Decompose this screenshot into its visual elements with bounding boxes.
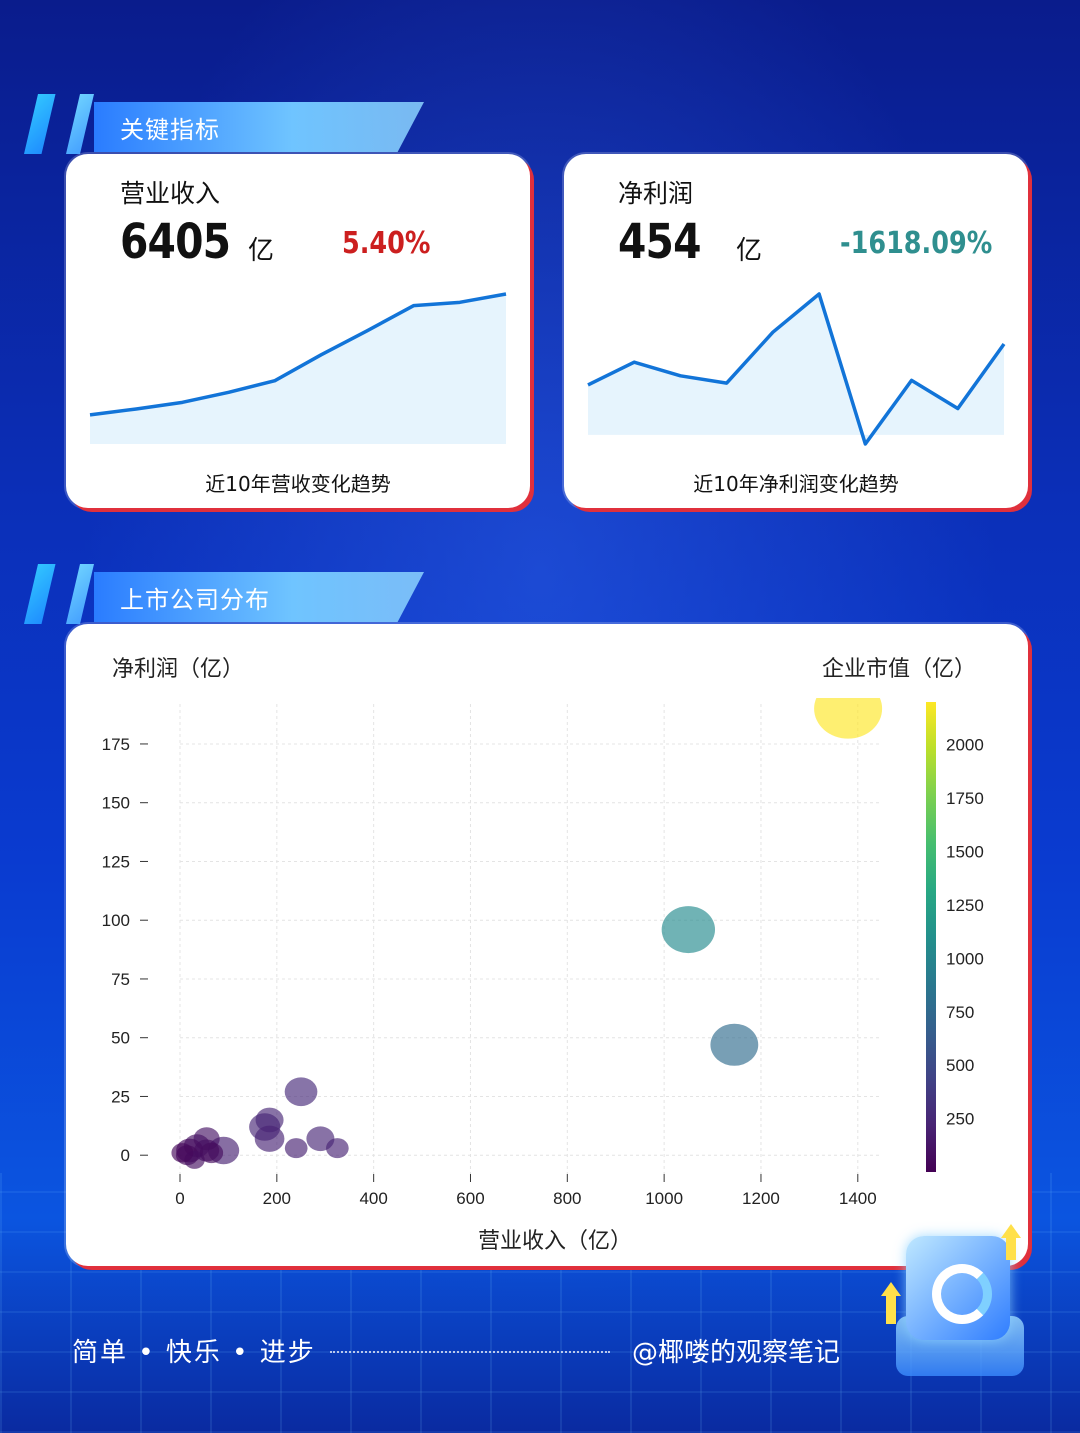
x-tick-label: 400 (359, 1189, 387, 1208)
kpi-unit: 亿 (248, 236, 275, 266)
trend-sparkline (89, 292, 507, 444)
y-tick-label: 175 (102, 735, 130, 754)
kpi-card-revenue: 营业收入 6405 亿 5.40% 近10年营收变化趋势 (66, 154, 530, 508)
kpi-change: 5.40% (342, 226, 431, 261)
y-tick-label: 150 (102, 794, 130, 813)
bubble-point (284, 1138, 308, 1159)
section-tag-key-metrics: 关键指标 (24, 94, 444, 154)
chart-caption: 近10年净利润变化趋势 (693, 472, 899, 496)
section-bar (94, 102, 424, 152)
colorbar-tick-label: 1000 (946, 949, 984, 968)
kpi-card-net-profit: 净利润 454 亿 -1618.09% 近10年净利润变化趋势 (564, 154, 1028, 508)
x-tick-label: 1000 (645, 1189, 683, 1208)
bubble-point (255, 1107, 284, 1133)
section-tag-distribution: 上市公司分布 (24, 564, 444, 624)
colorbar-tick-label: 750 (946, 1003, 974, 1022)
y-tick-label: 50 (111, 1029, 130, 1048)
chart-decoration-icon (881, 1224, 1030, 1388)
x-axis-label: 营业收入（亿） (478, 1229, 632, 1254)
colorbar-tick-label: 500 (946, 1056, 974, 1075)
kpi-change: -1618.09% (840, 226, 993, 261)
x-tick-label: 800 (553, 1189, 581, 1208)
footer-divider (330, 1351, 610, 1353)
chart-caption: 近10年营收变化趋势 (205, 472, 391, 496)
colorbar (926, 702, 936, 1172)
footer-slogan: 简单 • 快乐 • 进步 (72, 1338, 316, 1368)
kpi-value: 454 (618, 214, 701, 270)
y-axis-label: 净利润（亿） (112, 657, 244, 682)
y-tick-label: 75 (111, 970, 130, 989)
bubble-point (284, 1077, 318, 1107)
colorbar-label: 企业市值（亿） (822, 657, 976, 682)
bubble-scatter-chart: 净利润（亿） 企业市值（亿） 营业收入（亿） 0 200 400 600 800 1000… (102, 657, 984, 1254)
bubble-point (710, 1023, 759, 1066)
sparkline-line (587, 292, 1006, 446)
sparkline-area (588, 294, 1004, 444)
x-tick-label: 200 (263, 1189, 291, 1208)
x-tick-label: 600 (456, 1189, 484, 1208)
kpi-title: 营业收入 (120, 179, 221, 208)
kpi-unit: 亿 (736, 236, 763, 266)
scatter-card: 净利润（亿） 企业市值（亿） 营业收入（亿） 0 200 400 600 800 1000… (66, 624, 1028, 1266)
x-tick-label: 1400 (839, 1189, 877, 1208)
kpi-title: 净利润 (618, 179, 694, 208)
bubble-point (661, 906, 716, 954)
bubble-point (171, 1143, 194, 1163)
colorbar-tick-label: 2000 (946, 736, 984, 755)
section-title: 上市公司分布 (120, 585, 270, 614)
trend-sparkline (587, 292, 1006, 446)
kpi-value: 6405 (120, 214, 231, 270)
colorbar-tick-label: 250 (946, 1110, 974, 1129)
bubble-point (199, 1142, 224, 1164)
bubble-point (254, 1125, 285, 1152)
bubble-point (326, 1138, 349, 1159)
y-tick-label: 125 (102, 852, 130, 871)
section-title: 关键指标 (120, 115, 220, 144)
colorbar-tick-label: 1500 (946, 843, 984, 862)
bubble-point (814, 698, 883, 739)
x-tick-label: 0 (175, 1189, 184, 1208)
colorbar-tick-label: 1250 (946, 896, 984, 915)
y-tick-label: 25 (111, 1087, 130, 1106)
sparkline-line (89, 292, 507, 417)
section-bar (94, 572, 424, 622)
y-tick-label: 0 (121, 1146, 130, 1165)
x-tick-label: 1200 (742, 1189, 780, 1208)
y-tick-label: 100 (102, 911, 130, 930)
colorbar-tick-label: 1750 (946, 789, 984, 808)
footer-author: @椰喽的观察笔记 (632, 1338, 841, 1368)
